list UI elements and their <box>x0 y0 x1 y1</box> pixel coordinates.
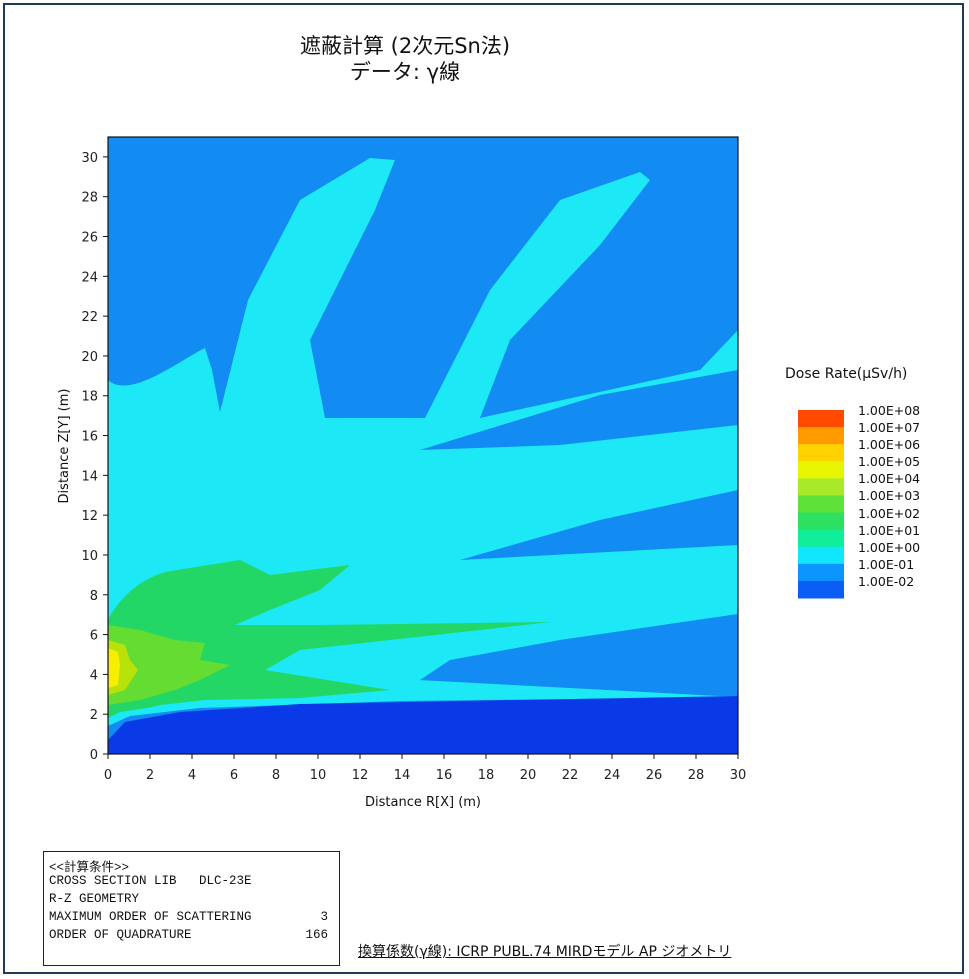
y-tick-label: 20 <box>81 350 98 365</box>
plot-border <box>107 136 739 755</box>
y-tick-label: 22 <box>81 310 98 325</box>
band-blue-wedge-2 <box>460 490 738 560</box>
legend-swatch <box>798 444 844 462</box>
legend-swatch <box>798 410 844 428</box>
y-tick-label: 26 <box>81 231 98 246</box>
y-tick-label: 4 <box>90 668 98 683</box>
x-tick-label: 12 <box>352 768 369 783</box>
legend-swatch <box>798 461 844 479</box>
band-blue-wedge-1 <box>420 370 738 450</box>
legend-level-label: 1.00E+00 <box>858 539 921 555</box>
legend-level-label: 1.00E+05 <box>858 454 921 470</box>
legend-level-label: 1.00E-02 <box>858 573 915 589</box>
y-tick-label: 8 <box>90 589 98 604</box>
legend-swatch <box>798 546 844 565</box>
condition-row: ORDER OF QUADRATURE 166 <box>49 928 328 942</box>
y-tick-label: 30 <box>81 151 98 166</box>
x-tick-label: 20 <box>520 768 537 783</box>
legend-level-label: 1.00E+03 <box>858 488 921 504</box>
contour-field <box>108 137 738 754</box>
legend-swatch <box>798 427 844 445</box>
y-tick-label: 10 <box>81 549 98 564</box>
legend-colorbar <box>798 410 844 599</box>
x-tick-label: 22 <box>562 768 579 783</box>
x-tick-label: 6 <box>230 768 238 783</box>
x-tick-label: 8 <box>272 768 280 783</box>
y-tick-label: 14 <box>81 469 98 484</box>
legend-swatch <box>798 478 844 496</box>
chart-subtitle: データ: γ線 <box>349 60 461 84</box>
condition-row: CROSS SECTION LIB DLC-23E <box>49 874 252 888</box>
legend-level-label: 1.00E+08 <box>858 403 921 418</box>
legend-level-label: 1.00E+02 <box>858 505 921 521</box>
legend-swatch <box>798 563 844 582</box>
conditions-header: <<計算条件>> <box>49 861 130 875</box>
legend-level-label: 1.00E+01 <box>858 522 921 538</box>
y-tick-label: 2 <box>90 708 98 723</box>
conversion-footnote: 換算係数(γ線): ICRP PUBL.74 MIRDモデル AP ジオメトリ <box>358 944 732 960</box>
legend-swatch <box>798 495 844 514</box>
y-tick-label: 12 <box>81 509 98 524</box>
band-light-green <box>108 625 230 705</box>
chart-title: 遮蔽計算 (2次元Sn法) <box>299 34 511 58</box>
x-axis-ticks: 0 2 4 6 8 10 12 14 16 18 20 22 24 26 28 30 <box>104 754 746 783</box>
y-tick-label: 6 <box>90 629 98 644</box>
x-tick-label: 26 <box>646 768 663 783</box>
condition-row: R-Z GEOMETRY <box>49 892 140 906</box>
band-green <box>108 560 550 720</box>
band-yellow <box>108 648 120 688</box>
x-tick-label: 14 <box>394 768 411 783</box>
legend-level-label: 1.00E+04 <box>858 471 921 487</box>
band-blue-wedge-3 <box>420 620 738 697</box>
legend-level-label: 1.00E+06 <box>858 437 921 453</box>
legend-swatch <box>798 512 844 531</box>
x-tick-label: 4 <box>188 768 196 783</box>
x-axis-label: Distance R[X] (m) <box>365 795 481 810</box>
y-tick-label: 24 <box>81 270 98 285</box>
x-tick-label: 10 <box>310 768 327 783</box>
y-axis-label: Distance Z[Y] (m) <box>57 389 72 504</box>
x-tick-label: 30 <box>730 768 747 783</box>
legend-swatch <box>798 529 844 548</box>
conditions-box: <<計算条件>> CROSS SECTION LIB DLC-23E R-Z G… <box>43 851 340 966</box>
x-tick-label: 2 <box>146 768 154 783</box>
condition-row: MAXIMUM ORDER OF SCATTERING 3 <box>49 910 328 924</box>
x-tick-label: 24 <box>604 768 621 783</box>
y-tick-label: 18 <box>81 390 98 405</box>
x-tick-label: 16 <box>436 768 453 783</box>
y-tick-label: 28 <box>81 191 98 206</box>
legend-title: Dose Rate(μSv/h) <box>785 366 908 382</box>
x-tick-label: 18 <box>478 768 495 783</box>
y-tick-label: 0 <box>90 748 98 763</box>
x-tick-label: 28 <box>688 768 705 783</box>
band-dark-blue-bottom <box>108 696 738 754</box>
legend-level-label: 1.00E-01 <box>858 556 915 572</box>
legend-level-label: 1.00E+07 <box>858 420 921 436</box>
legend-swatch <box>798 580 844 599</box>
y-tick-label: 16 <box>81 430 98 445</box>
x-tick-label: 0 <box>104 768 112 783</box>
